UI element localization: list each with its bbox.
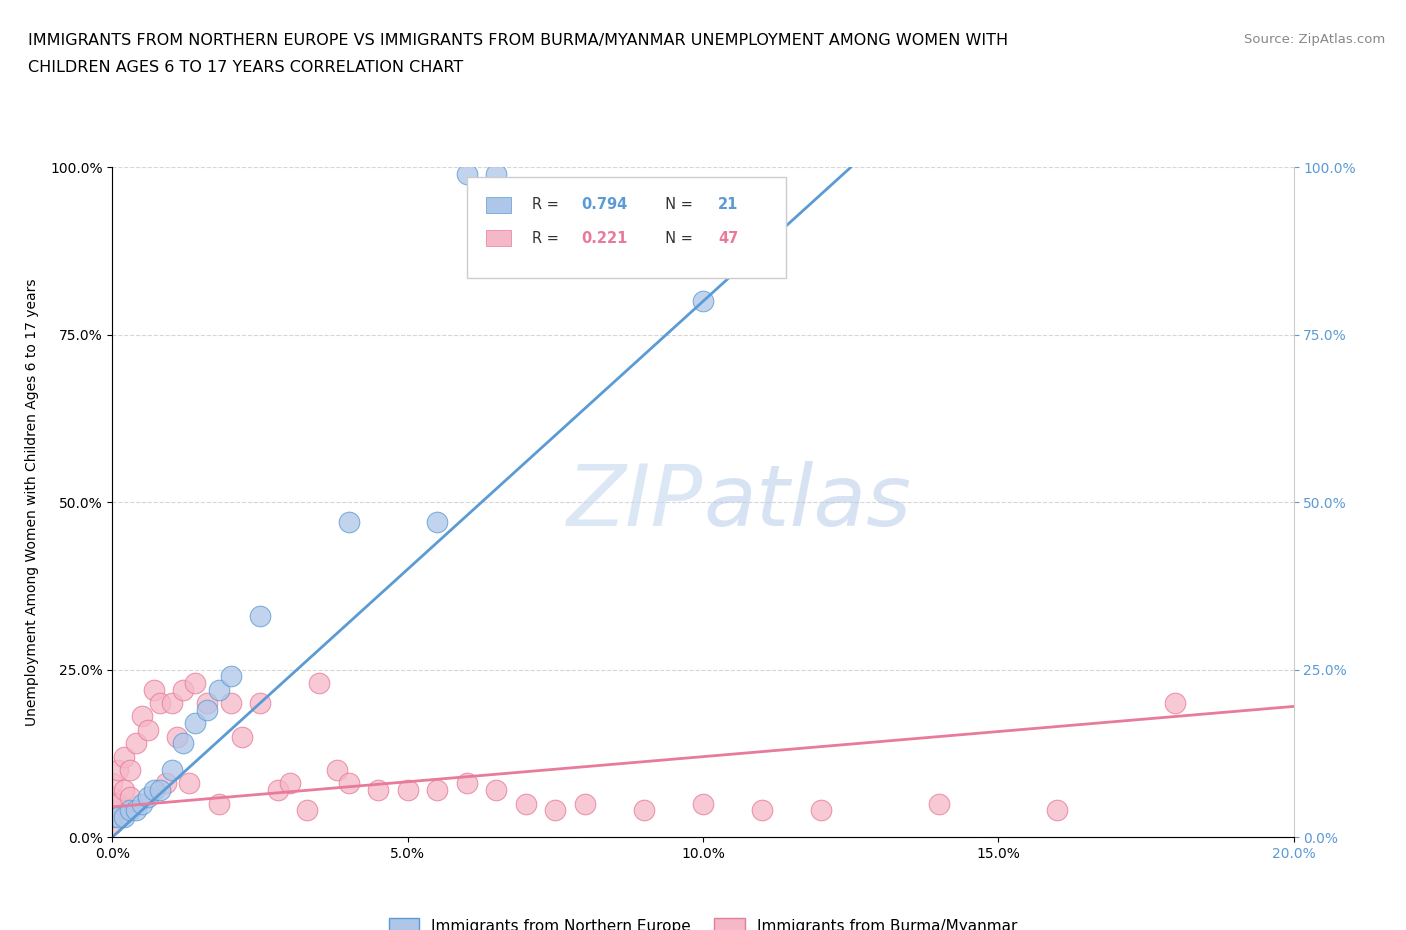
Point	[692, 294, 714, 309]
Point	[125, 736, 148, 751]
Point	[131, 709, 153, 724]
Legend: Immigrants from Northern Europe, Immigrants from Burma/Myanmar: Immigrants from Northern Europe, Immigra…	[382, 911, 1024, 930]
FancyBboxPatch shape	[467, 178, 786, 278]
Point	[692, 796, 714, 811]
Point	[107, 796, 129, 811]
Point	[396, 783, 419, 798]
Text: 0.794: 0.794	[581, 197, 627, 212]
Text: 47: 47	[718, 231, 738, 246]
Point	[367, 783, 389, 798]
Point	[1046, 803, 1069, 817]
Point	[172, 683, 194, 698]
Point	[142, 783, 165, 798]
Point	[136, 790, 159, 804]
Point	[120, 763, 142, 777]
Point	[107, 809, 129, 824]
Point	[166, 729, 188, 744]
Text: CHILDREN AGES 6 TO 17 YEARS CORRELATION CHART: CHILDREN AGES 6 TO 17 YEARS CORRELATION …	[28, 60, 464, 75]
Point	[574, 796, 596, 811]
Point	[297, 803, 319, 817]
Point	[751, 803, 773, 817]
Point	[101, 790, 124, 804]
Point	[249, 696, 271, 711]
Point	[308, 675, 330, 690]
Text: 21: 21	[718, 197, 738, 212]
Point	[337, 515, 360, 530]
Text: atlas: atlas	[703, 460, 911, 544]
FancyBboxPatch shape	[485, 197, 512, 213]
Point	[208, 796, 231, 811]
Text: N =: N =	[655, 231, 697, 246]
Point	[149, 783, 172, 798]
Point	[120, 803, 142, 817]
Text: Source: ZipAtlas.com: Source: ZipAtlas.com	[1244, 33, 1385, 46]
Point	[456, 166, 478, 181]
Point	[249, 608, 271, 623]
Point	[107, 763, 129, 777]
Point	[485, 783, 508, 798]
Y-axis label: Unemployment Among Women with Children Ages 6 to 17 years: Unemployment Among Women with Children A…	[25, 278, 39, 726]
Point	[219, 669, 242, 684]
Point	[456, 776, 478, 790]
Point	[155, 776, 177, 790]
Point	[1164, 696, 1187, 711]
Point	[485, 166, 508, 181]
Text: N =: N =	[655, 197, 697, 212]
Point	[231, 729, 253, 744]
Point	[184, 675, 207, 690]
Text: ZIP: ZIP	[567, 460, 703, 544]
Point	[515, 796, 537, 811]
Point	[267, 783, 290, 798]
Point	[101, 809, 124, 824]
Point	[426, 515, 449, 530]
Point	[426, 783, 449, 798]
Point	[101, 776, 124, 790]
Point	[112, 783, 135, 798]
Point	[633, 803, 655, 817]
Point	[184, 716, 207, 731]
Point	[337, 776, 360, 790]
Point	[136, 723, 159, 737]
Text: 0.221: 0.221	[581, 231, 627, 246]
FancyBboxPatch shape	[485, 231, 512, 246]
Point	[160, 696, 183, 711]
Point	[101, 817, 124, 831]
Point	[101, 803, 124, 817]
Point	[219, 696, 242, 711]
Point	[172, 736, 194, 751]
Point	[208, 683, 231, 698]
Point	[179, 776, 201, 790]
Point	[142, 683, 165, 698]
Point	[326, 763, 349, 777]
Point	[278, 776, 301, 790]
Point	[810, 803, 832, 817]
Text: IMMIGRANTS FROM NORTHERN EUROPE VS IMMIGRANTS FROM BURMA/MYANMAR UNEMPLOYMENT AM: IMMIGRANTS FROM NORTHERN EUROPE VS IMMIG…	[28, 33, 1008, 47]
Text: R =: R =	[531, 231, 564, 246]
Point	[131, 796, 153, 811]
Point	[544, 803, 567, 817]
Point	[120, 790, 142, 804]
Point	[149, 696, 172, 711]
Text: R =: R =	[531, 197, 564, 212]
Point	[160, 763, 183, 777]
Point	[195, 696, 218, 711]
Point	[112, 750, 135, 764]
Point	[195, 702, 218, 717]
Point	[928, 796, 950, 811]
Point	[112, 809, 135, 824]
Point	[125, 803, 148, 817]
